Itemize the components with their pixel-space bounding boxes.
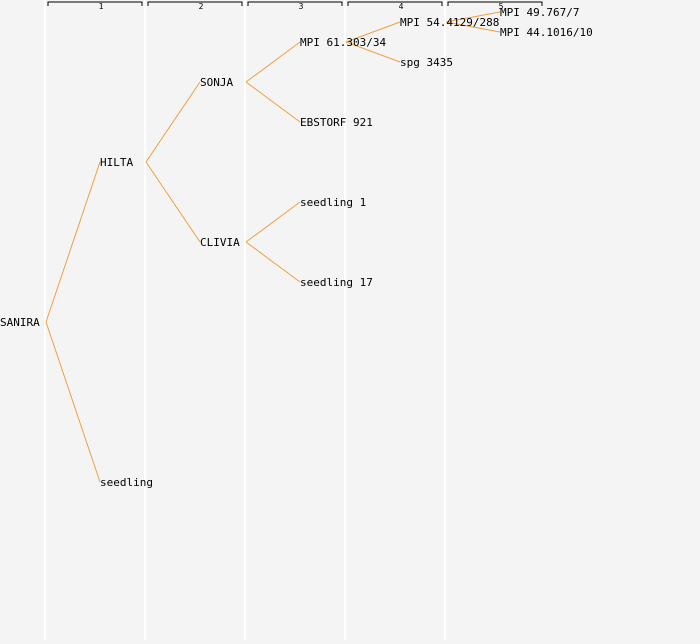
column-bracket-4 bbox=[347, 1, 443, 6]
column-number-5: 5 bbox=[499, 2, 504, 11]
node-label-mpi44[interactable]: MPI 44.1016/10 bbox=[500, 26, 593, 39]
column-number-3: 3 bbox=[299, 2, 304, 11]
tree-node-labels: SANIRA HILTA seedling SONJA CLIVIA MPI 61.303… bbox=[0, 6, 593, 489]
node-label-seedling1[interactable]: seedling 1 bbox=[300, 196, 366, 209]
node-label-ebstorf[interactable]: EBSTORF 921 bbox=[300, 116, 373, 129]
column-dividers bbox=[44, 0, 446, 640]
column-bracket-3 bbox=[247, 1, 343, 6]
node-label-seedling17[interactable]: seedling 17 bbox=[300, 276, 373, 289]
node-label-seedling[interactable]: seedling bbox=[100, 476, 153, 489]
edge-hilta-clivia bbox=[145, 161, 201, 243]
column-bracket-2 bbox=[147, 1, 243, 6]
edge-mpi61-mpi54 bbox=[345, 21, 401, 43]
edge-hilta-sonja bbox=[145, 81, 201, 163]
edge-sonja-ebstorf bbox=[245, 81, 301, 123]
column-number-1: 1 bbox=[99, 2, 104, 11]
column-bracket-1 bbox=[47, 1, 143, 6]
node-label-sonja[interactable]: SONJA bbox=[200, 76, 233, 89]
edge-sonja-mpi61 bbox=[245, 41, 301, 83]
node-label-mpi61[interactable]: MPI 61.303/34 bbox=[300, 36, 386, 49]
node-label-hilta[interactable]: HILTA bbox=[100, 156, 133, 169]
edge-clivia-seedling17 bbox=[245, 241, 301, 283]
edge-mpi54-mpi44 bbox=[445, 21, 501, 33]
edge-clivia-seedling1 bbox=[245, 201, 301, 243]
edge-sanira-seedling bbox=[45, 321, 101, 483]
column-number-2: 2 bbox=[199, 2, 204, 11]
column-bracket-5 bbox=[447, 1, 543, 6]
column-headers: 1 2 3 4 5 bbox=[47, 1, 543, 11]
node-label-clivia[interactable]: CLIVIA bbox=[200, 236, 240, 249]
node-label-sanira[interactable]: SANIRA bbox=[0, 316, 40, 329]
edge-mpi54-mpi49 bbox=[445, 11, 501, 23]
node-label-spg[interactable]: spg 3435 bbox=[400, 56, 453, 69]
column-number-4: 4 bbox=[399, 2, 404, 11]
tree-edges bbox=[45, 11, 501, 483]
edge-sanira-hilta bbox=[45, 161, 101, 323]
node-label-mpi49[interactable]: MPI 49.767/7 bbox=[500, 6, 579, 19]
node-label-mpi54[interactable]: MPI 54.4129/288 bbox=[400, 16, 499, 29]
edge-mpi61-spg bbox=[345, 41, 401, 63]
